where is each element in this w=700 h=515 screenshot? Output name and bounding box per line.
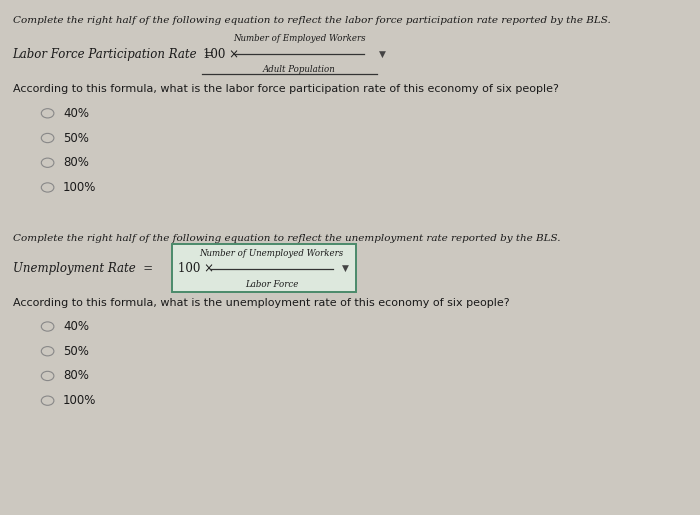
- Text: 80%: 80%: [63, 156, 89, 169]
- Text: Unemployment Rate  =: Unemployment Rate =: [13, 262, 153, 276]
- Text: According to this formula, what is the unemployment rate of this economy of six : According to this formula, what is the u…: [13, 298, 509, 307]
- Text: 100 ×: 100 ×: [178, 262, 214, 276]
- Text: ▼: ▼: [379, 49, 386, 59]
- Text: 100%: 100%: [63, 394, 97, 407]
- Text: Number of Employed Workers: Number of Employed Workers: [233, 34, 365, 43]
- FancyBboxPatch shape: [172, 244, 356, 292]
- Text: Number of Unemployed Workers: Number of Unemployed Workers: [199, 249, 344, 258]
- Text: ▼: ▼: [342, 264, 349, 273]
- Text: According to this formula, what is the labor force participation rate of this ec: According to this formula, what is the l…: [13, 84, 559, 94]
- Text: 40%: 40%: [63, 320, 89, 333]
- Text: Adult Population: Adult Population: [263, 65, 335, 74]
- Text: 80%: 80%: [63, 369, 89, 383]
- Text: Labor Force Participation Rate  =: Labor Force Participation Rate =: [13, 47, 215, 61]
- Text: 100 ×: 100 ×: [203, 47, 239, 61]
- Text: Complete the right half of the following equation to reflect the labor force par: Complete the right half of the following…: [13, 16, 610, 25]
- Text: 50%: 50%: [63, 131, 89, 145]
- Text: Labor Force: Labor Force: [245, 280, 298, 289]
- Text: 100%: 100%: [63, 181, 97, 194]
- Text: 50%: 50%: [63, 345, 89, 358]
- Text: Complete the right half of the following equation to reflect the unemployment ra: Complete the right half of the following…: [13, 234, 560, 243]
- Text: 40%: 40%: [63, 107, 89, 120]
